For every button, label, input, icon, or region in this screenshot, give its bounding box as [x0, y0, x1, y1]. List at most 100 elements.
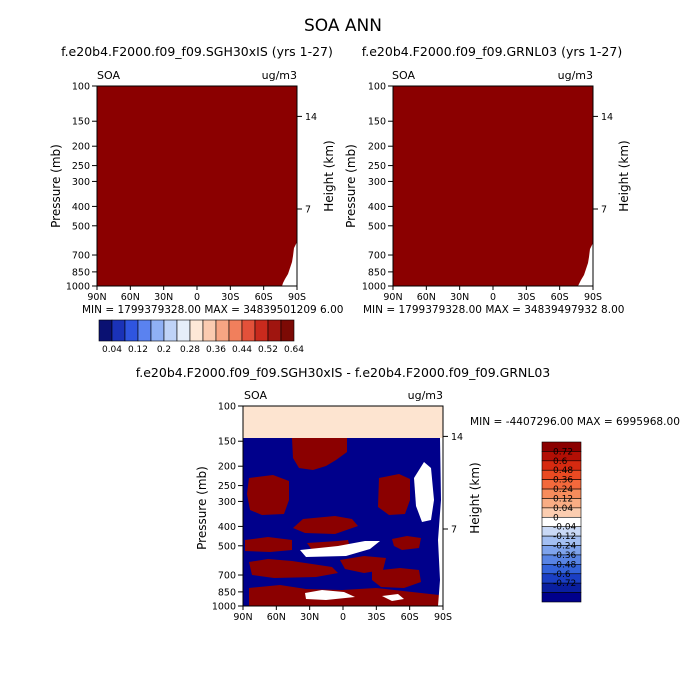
panel-3: f.e20b4.F2000.f09_f09.SGH30xIS - f.e20b4… [136, 365, 680, 623]
panel-3-pos-blob-3 [378, 474, 410, 515]
panel-3-pos-band-1 [245, 537, 292, 552]
panel-3-top-band [243, 406, 443, 438]
y-tick-label: 1000 [362, 282, 386, 293]
colorbar-main: 0.04 0.12 0.2 0.28 0.36 0.44 0.52 0.64 [98, 319, 304, 355]
panel-2-corner-left: SOA [392, 69, 415, 82]
height-tick-label: 14 [305, 112, 317, 123]
colorbar-diff-label: -0.6 [553, 570, 571, 580]
colorbar-diff-label: 0.72 [553, 447, 573, 457]
colorbar-diff-label: -0.36 [553, 551, 577, 561]
panel-1-corner-right: ug/m3 [262, 69, 297, 82]
x-tick-label: 60N [417, 292, 436, 303]
x-tick-label: 90N [87, 292, 106, 303]
colorbar-diff-label: 0.24 [553, 485, 573, 495]
panel-3-right-ticks: 14 7 [443, 432, 463, 536]
colorbar-main-swatch [202, 319, 217, 342]
panel-1: f.e20b4.F2000.f09_f09.SGH30xIS (yrs 1-27… [49, 44, 343, 316]
panel-1-stats: MIN = 1799379328.00 MAX = 34839501209 6.… [82, 304, 343, 316]
panel-3-stats: MIN = -4407296.00 MAX = 6995968.00 [470, 416, 680, 428]
colorbar-diff-label: 0.36 [553, 476, 573, 486]
y-tick-label: 500 [368, 221, 386, 232]
panel-1-ylabel: Pressure (mb) [49, 144, 63, 228]
y-tick-label: 100 [72, 82, 90, 93]
panel-3-pos-band-4 [249, 559, 338, 578]
x-tick-label: 30S [517, 292, 535, 303]
panel-3-zero-region-5 [382, 594, 404, 601]
colorbar-diff-label: 0.48 [553, 466, 573, 476]
x-tick-label: 60S [255, 292, 273, 303]
panel-3-pos-band-3 [392, 536, 421, 550]
colorbar-main-swatch [111, 319, 126, 342]
y-tick-label: 150 [368, 117, 386, 128]
colorbar-main-label: 0.2 [157, 345, 171, 355]
panel-2-x-ticks: 90N 60N 30N 0 30S 60S 90S [383, 286, 602, 303]
panel-3-ylabel: Pressure (mb) [195, 466, 209, 550]
panel-3-corner-right: ug/m3 [408, 389, 443, 402]
panel-3-pos-blob-1 [292, 438, 347, 470]
colorbar-main-label: 0.28 [180, 345, 200, 355]
panel-2-corner-right: ug/m3 [558, 69, 593, 82]
panel-3-y-ticks: 100 150 200 250 300 400 500 700 850 1000 [212, 402, 243, 613]
panel-1-field [97, 86, 297, 286]
panel-2-right-ticks: 14 7 [593, 112, 613, 216]
panel-2-y-ticks: 100 150 200 250 300 400 500 700 850 1000 [362, 82, 393, 293]
panel-3-pos-band-5 [340, 556, 386, 573]
x-tick-label: 90N [233, 612, 252, 623]
colorbar-main-swatch [228, 319, 243, 342]
colorbar-main-swatch [254, 319, 269, 342]
y-tick-label: 200 [72, 142, 90, 153]
x-tick-label: 90N [383, 292, 402, 303]
colorbar-main-swatch [267, 319, 282, 342]
y-tick-label: 1000 [212, 602, 236, 613]
panel-1-title: f.e20b4.F2000.f09_f09.SGH30xIS (yrs 1-27… [61, 44, 333, 59]
colorbar-main-swatch [176, 319, 191, 342]
x-tick-label: 0 [490, 292, 496, 303]
colorbar-main-label: 0.04 [102, 345, 122, 355]
colorbar-main-swatch [137, 319, 152, 342]
colorbar-main-swatch [280, 319, 295, 342]
panel-3-ylabel-right: Height (km) [468, 462, 482, 533]
y-tick-label: 250 [218, 481, 236, 492]
colorbar-diff-label: -0.12 [553, 532, 576, 542]
panel-1-x-ticks: 90N 60N 30N 0 30S 60S 90S [87, 286, 306, 303]
colorbar-diff-label: 0 [553, 513, 559, 523]
x-tick-label: 90S [434, 612, 452, 623]
x-tick-label: 90S [584, 292, 602, 303]
panel-3-pos-blob-2 [247, 475, 289, 515]
colorbar-main-swatch [150, 319, 165, 342]
x-tick-label: 0 [194, 292, 200, 303]
colorbar-main-label: 0.36 [206, 345, 226, 355]
colorbar-diff-label: 0.6 [553, 457, 568, 467]
x-tick-label: 60N [121, 292, 140, 303]
y-tick-label: 700 [218, 571, 236, 582]
colorbar-main-label: 0.64 [284, 345, 304, 355]
colorbar-main-label: 0.12 [128, 345, 148, 355]
panel-3-corner-left: SOA [244, 389, 267, 402]
panel-2-field [393, 86, 593, 286]
panel-2-white-corner [578, 243, 593, 286]
panel-3-zero-region-1 [438, 438, 443, 606]
panel-2: f.e20b4.F2000.f09_f09.GRNL03 (yrs 1-27) … [344, 44, 631, 316]
colorbar-diff-swatch [541, 592, 582, 603]
x-tick-label: 60N [267, 612, 286, 623]
panel-1-y-ticks: 100 150 200 250 300 400 500 700 850 1000 [66, 82, 97, 293]
panel-2-stats: MIN = 1799379328.00 MAX = 34839497932 8.… [363, 304, 624, 316]
panel-3-title: f.e20b4.F2000.f09_f09.SGH30xIS - f.e20b4… [136, 365, 550, 380]
colorbar-main-swatch [241, 319, 256, 342]
y-tick-label: 250 [368, 161, 386, 172]
panel-3-pos-blob-4 [293, 516, 358, 534]
height-tick-label: 14 [451, 432, 463, 443]
y-tick-label: 150 [72, 117, 90, 128]
panel-1-corner-left: SOA [97, 69, 120, 82]
y-tick-label: 100 [368, 82, 386, 93]
y-tick-label: 300 [218, 497, 236, 508]
figure-title: SOA ANN [304, 16, 382, 36]
y-tick-label: 200 [218, 462, 236, 473]
panel-3-x-ticks: 90N 60N 30N 0 30S 60S 90S [233, 606, 452, 623]
colorbar-diff-label: -0.04 [553, 523, 577, 533]
panel-3-pos-band-6 [372, 568, 421, 588]
height-tick-label: 14 [601, 112, 613, 123]
y-tick-label: 400 [218, 522, 236, 533]
colorbar-main-swatch [215, 319, 230, 342]
